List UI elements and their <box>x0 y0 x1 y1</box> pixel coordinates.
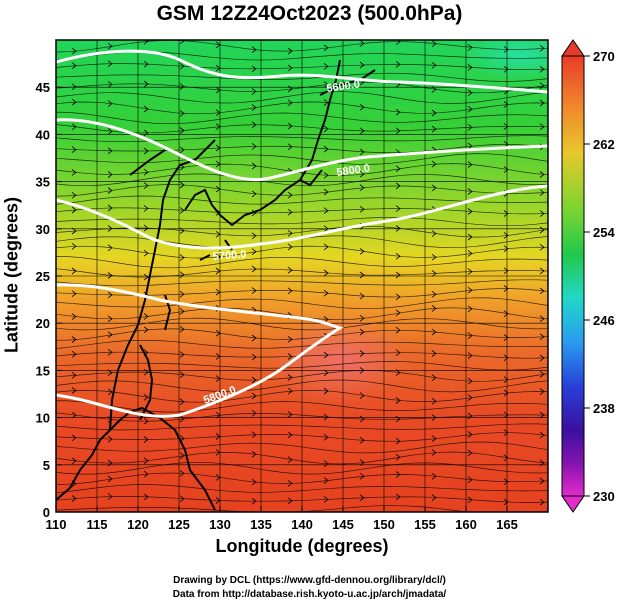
colorbar-tick-label: 262 <box>593 137 615 152</box>
y-tick-label: 15 <box>36 363 50 378</box>
x-tick-label: 145 <box>332 517 354 532</box>
x-tick-label: 140 <box>291 517 313 532</box>
y-tick-label: 40 <box>36 127 50 142</box>
y-tick-label: 30 <box>36 222 50 237</box>
y-axis-title: Latitude (degrees) <box>1 196 22 354</box>
colorbar-tick-label: 246 <box>593 313 615 328</box>
y-tick-label: 0 <box>43 505 50 520</box>
x-tick-label: 130 <box>209 517 231 532</box>
x-tick-label: 150 <box>373 517 395 532</box>
colorbar-tick-label: 238 <box>593 401 615 416</box>
colorbar-top-arrow <box>561 39 585 57</box>
credit-data: Data from http://database.rish.kyoto-u.a… <box>172 589 447 600</box>
height-contours <box>56 49 548 418</box>
contour-label: 5700.0 <box>212 249 246 263</box>
colorbar-scale <box>561 55 585 497</box>
x-axis-ticks: 110 115 120 125 130 135 140 145 150 155 160 165 <box>46 506 518 532</box>
streamline-paths <box>56 40 548 512</box>
y-tick-label: 25 <box>36 269 50 284</box>
y-tick-label: 35 <box>36 175 50 190</box>
x-tick-label: 160 <box>455 517 477 532</box>
chart-title: GSM 12Z24Oct2023 (500.0hPa) <box>156 2 463 25</box>
x-tick-label: 155 <box>414 517 436 532</box>
colorbar-tick-label: 254 <box>593 225 615 240</box>
colorbar-tick-label: 270 <box>593 49 615 64</box>
y-axis-ticks: 0 5 10 15 20 25 30 35 40 45 <box>36 80 62 520</box>
x-tick-label: 120 <box>127 517 149 532</box>
y-tick-label: 20 <box>36 316 50 331</box>
x-tick-label: 110 <box>46 517 67 532</box>
colorbar-bottom-arrow <box>561 495 585 513</box>
cool-region <box>460 40 548 80</box>
field-layer <box>56 40 548 512</box>
colorbar: 270 262 254 246 238 230 <box>561 39 615 513</box>
contour-label: 5800.0 <box>336 162 371 179</box>
x-tick-label: 125 <box>168 517 190 532</box>
y-tick-label: 5 <box>43 458 50 473</box>
contour-label: 5600.0 <box>326 78 361 95</box>
x-tick-label: 135 <box>250 517 272 532</box>
y-tick-label: 10 <box>36 411 50 426</box>
x-axis-title: Longitude (degrees) <box>215 536 389 556</box>
colorbar-ticks: 270 262 254 246 238 230 <box>584 49 615 504</box>
credit-drawing: Drawing by DCL (https://www.gfd-dennou.o… <box>173 575 446 586</box>
x-tick-label: 115 <box>87 517 108 532</box>
y-tick-label: 45 <box>36 80 50 95</box>
grid <box>56 40 548 512</box>
x-tick-label: 165 <box>496 517 518 532</box>
colorbar-tick-label: 230 <box>593 489 615 504</box>
